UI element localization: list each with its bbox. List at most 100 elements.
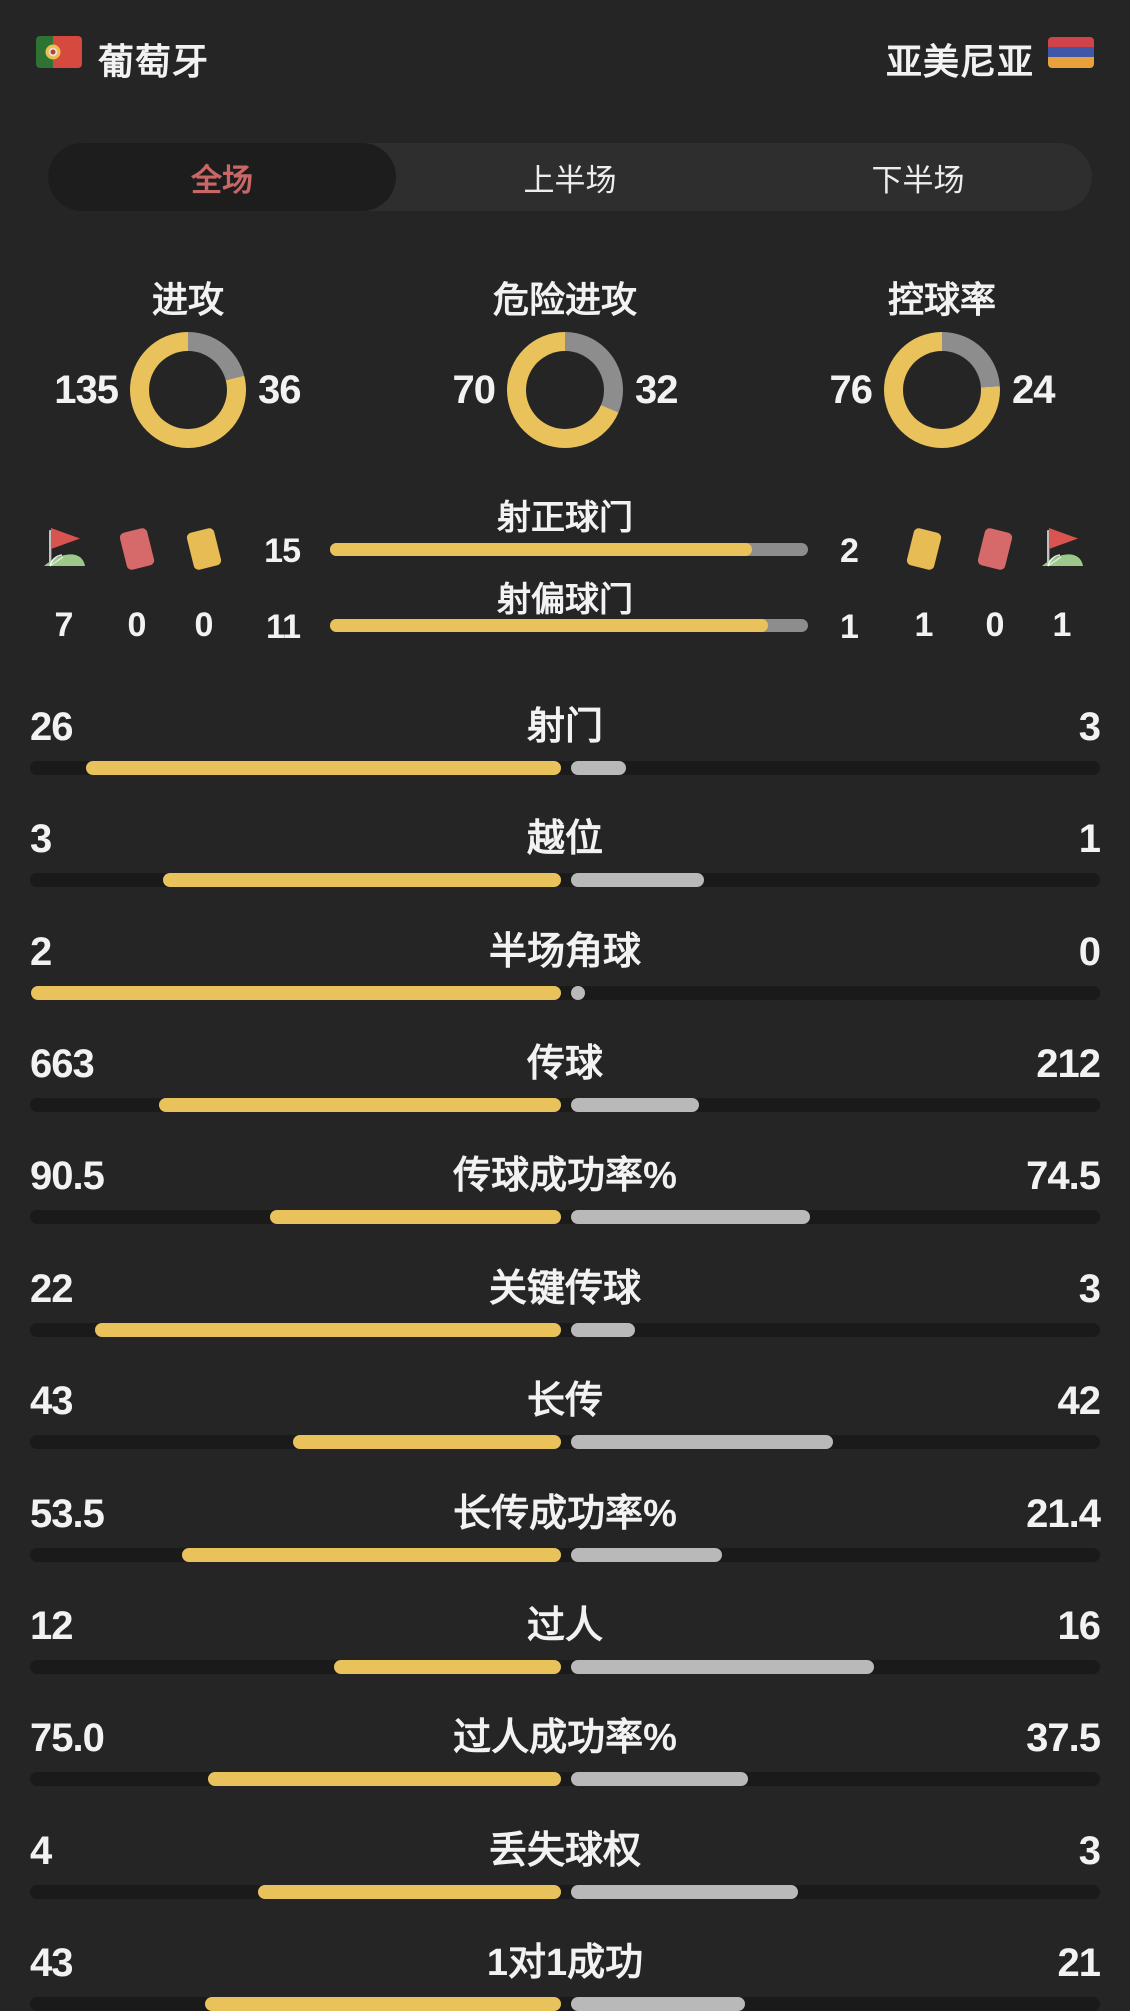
donut-home-value: 135	[54, 368, 119, 412]
stat-bar-away	[571, 761, 626, 775]
donut-hole	[149, 351, 227, 429]
stat-away-value: 37.5	[1026, 1716, 1101, 1760]
tab-full-match[interactable]: 全场	[48, 143, 396, 211]
shot-bar-home-fill	[330, 619, 769, 632]
donut-hole	[903, 351, 981, 429]
stat-bar-away	[571, 1997, 745, 2011]
stat-bar-away	[571, 1098, 699, 1112]
stat-label: 长传成功率%	[453, 1493, 677, 1535]
donut-chart	[507, 332, 623, 448]
stat-label: 1对1成功	[486, 1942, 644, 1984]
stat-bar-home	[208, 1772, 561, 1786]
stat-away-value: 21.4	[1026, 1492, 1101, 1536]
stat-bar-home	[205, 1997, 561, 2011]
stat-away-value: 3	[1078, 1267, 1101, 1311]
stat-bar-away	[571, 986, 585, 1000]
stat-label: 传球	[526, 1043, 603, 1085]
away-red-cards-count: 0	[985, 606, 1005, 644]
stat-home-value: 53.5	[30, 1492, 105, 1536]
stat-bar-away	[571, 1772, 748, 1786]
stat-bar-away	[571, 873, 704, 887]
stat-home-value: 43	[30, 1379, 73, 1423]
armenia-flag-icon	[1048, 37, 1094, 68]
home-yellow-cards-count: 0	[194, 606, 214, 644]
stat-label: 长传	[526, 1380, 603, 1422]
away-yellow-cards-count: 1	[914, 606, 934, 644]
shot-home-value: 11	[266, 608, 301, 646]
stat-label: 关键传球	[488, 1268, 641, 1310]
stat-bar-home	[86, 761, 561, 775]
donut-title: 进攻	[151, 279, 224, 320]
corner-flag-icon	[40, 522, 88, 570]
stat-home-value: 4	[30, 1829, 52, 1873]
stat-label: 过人成功率%	[453, 1717, 677, 1759]
red-card-icon	[976, 527, 1014, 571]
donut-home-value: 70	[452, 368, 497, 412]
donut-home-value: 76	[829, 368, 874, 412]
stat-home-value: 2	[30, 930, 52, 974]
stat-home-value: 90.5	[30, 1154, 105, 1198]
donut-away-value: 32	[635, 368, 679, 412]
home-team-name: 葡萄牙	[98, 41, 210, 82]
tab-second-half[interactable]: 下半场	[871, 162, 965, 198]
stat-away-value: 1	[1078, 817, 1101, 861]
donut-away-value: 24	[1012, 368, 1056, 412]
stat-home-value: 22	[30, 1267, 73, 1311]
stat-bar-track	[30, 1210, 1100, 1224]
stat-home-value: 26	[30, 705, 73, 749]
stat-bar-away	[571, 1660, 874, 1674]
stat-bar-home	[258, 1885, 561, 1899]
stat-away-value: 0	[1078, 930, 1101, 974]
stat-bar-track	[30, 1885, 1100, 1899]
stat-label: 射门	[526, 706, 603, 748]
shot-home-value: 15	[264, 532, 301, 570]
donut-title: 控球率	[887, 279, 996, 320]
stat-bar-home	[334, 1660, 561, 1674]
donut-chart	[130, 332, 246, 448]
corner-flag-icon	[1038, 522, 1086, 570]
stat-home-value: 3	[30, 817, 52, 861]
stat-home-value: 75.0	[30, 1716, 105, 1760]
away-team-name: 亚美尼亚	[885, 41, 1034, 82]
stat-bar-away	[571, 1435, 833, 1449]
stat-away-value: 212	[1036, 1042, 1101, 1086]
donut-chart	[884, 332, 1000, 448]
donut-hole	[526, 351, 604, 429]
shot-bar	[330, 619, 808, 632]
home-corners-count: 7	[54, 606, 74, 644]
tab-first-half[interactable]: 上半场	[523, 162, 617, 198]
stat-home-value: 12	[30, 1604, 73, 1648]
stat-bar-home	[270, 1210, 561, 1224]
donut-away-value: 36	[258, 368, 302, 412]
portugal-flag-icon	[36, 36, 82, 68]
stat-away-value: 74.5	[1026, 1154, 1101, 1198]
stat-away-value: 16	[1057, 1604, 1101, 1648]
stat-label: 过人	[526, 1605, 603, 1647]
stat-home-value: 43	[30, 1941, 73, 1985]
stat-bar-home	[163, 873, 561, 887]
shot-away-value: 2	[840, 532, 859, 570]
period-tabbar: 全场 上半场 下半场	[48, 143, 1092, 211]
stat-bar-track	[30, 1772, 1100, 1786]
stat-label: 传球成功率%	[453, 1155, 677, 1197]
stat-bar-home	[31, 986, 561, 1000]
stat-bar-home	[95, 1323, 561, 1337]
shot-bar-title: 射正球门	[497, 499, 633, 537]
stat-bar-home	[182, 1548, 561, 1562]
stat-away-value: 3	[1078, 705, 1101, 749]
stat-bar-home	[159, 1098, 561, 1112]
stat-bar-away	[571, 1210, 810, 1224]
stat-bar-home	[293, 1435, 561, 1449]
stat-bar-track	[30, 1435, 1100, 1449]
stat-bar-track	[30, 1660, 1100, 1674]
donut-title: 危险进攻	[492, 279, 637, 320]
stat-bar-away	[571, 1548, 722, 1562]
shot-bar-home-fill	[330, 543, 752, 556]
shot-bar	[330, 543, 808, 556]
shot-bar-title: 射偏球门	[497, 581, 633, 619]
stat-label: 丢失球权	[488, 1830, 641, 1872]
stat-bar-away	[571, 1323, 635, 1337]
stat-label: 越位	[526, 818, 603, 860]
stat-bar-track	[30, 1997, 1100, 2011]
shot-away-value: 1	[840, 608, 859, 646]
